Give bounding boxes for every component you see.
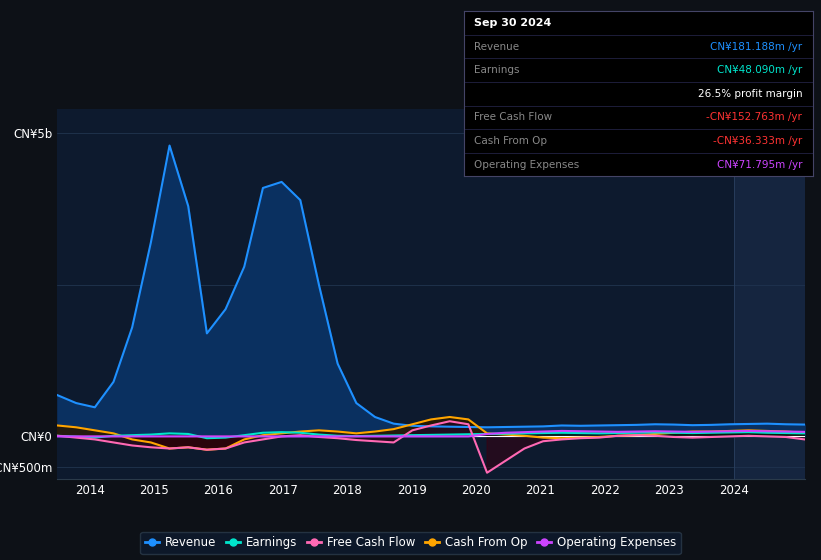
Text: CN¥48.090m /yr: CN¥48.090m /yr	[717, 65, 802, 75]
Text: Revenue: Revenue	[475, 41, 520, 52]
Text: Sep 30 2024: Sep 30 2024	[475, 18, 552, 28]
Bar	[734, 109, 805, 479]
Text: Operating Expenses: Operating Expenses	[475, 160, 580, 170]
Text: CN¥71.795m /yr: CN¥71.795m /yr	[717, 160, 802, 170]
Text: Earnings: Earnings	[475, 65, 520, 75]
Text: -CN¥152.763m /yr: -CN¥152.763m /yr	[706, 113, 802, 123]
Legend: Revenue, Earnings, Free Cash Flow, Cash From Op, Operating Expenses: Revenue, Earnings, Free Cash Flow, Cash …	[140, 531, 681, 554]
Text: -CN¥36.333m /yr: -CN¥36.333m /yr	[713, 136, 802, 146]
Text: CN¥181.188m /yr: CN¥181.188m /yr	[710, 41, 802, 52]
Text: Free Cash Flow: Free Cash Flow	[475, 113, 553, 123]
Text: Cash From Op: Cash From Op	[475, 136, 548, 146]
Text: 26.5% profit margin: 26.5% profit margin	[698, 89, 802, 99]
